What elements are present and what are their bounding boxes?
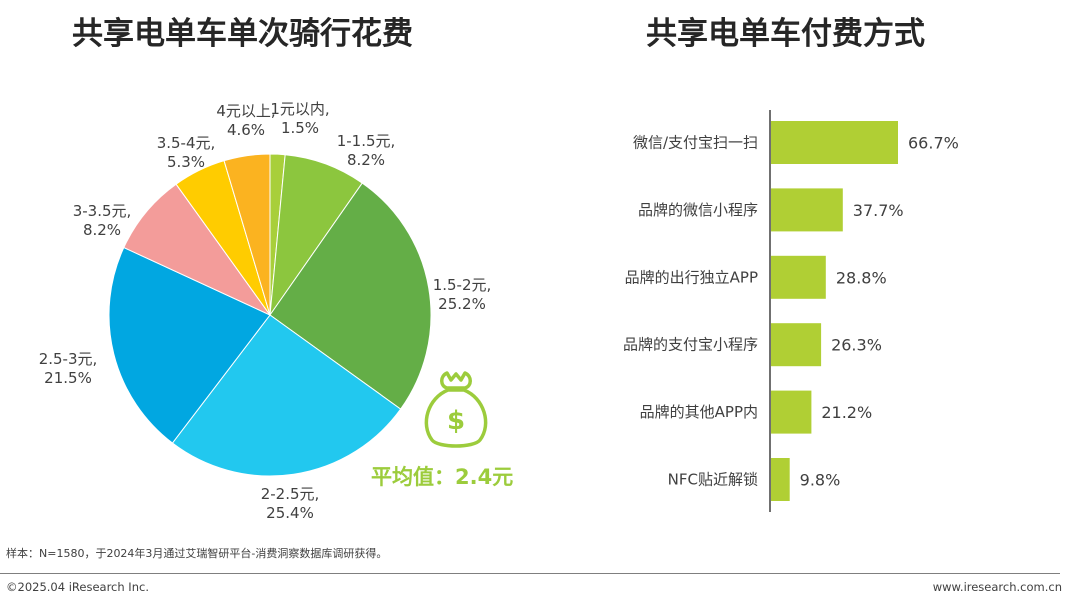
pie-slice-value: 8.2% <box>83 221 121 239</box>
svg-text:$: $ <box>447 406 465 436</box>
bar-category-label: 品牌的支付宝小程序 <box>623 336 758 354</box>
pie-slice-label: 3-3.5元, <box>73 202 132 220</box>
bar-value-label: 21.2% <box>821 403 872 422</box>
pie-slice-value: 25.2% <box>438 295 486 313</box>
pie-slice-label: 1元以内, <box>270 100 329 118</box>
bar-value-label: 66.7% <box>908 134 959 153</box>
pie-slice <box>269 182 432 410</box>
sample-note: 样本：N=1580，于2024年3月通过艾瑞智研平台-消费洞察数据库调研获得。 <box>6 547 388 560</box>
bar-category-label: 品牌的微信小程序 <box>638 201 758 219</box>
bar <box>771 188 843 232</box>
bar-category-label: 微信/支付宝扫一扫 <box>633 134 758 152</box>
copyright-text: ©2025.04 iResearch Inc. <box>6 580 149 594</box>
bar-value-label: 26.3% <box>831 336 882 355</box>
bar-category-label: 品牌的其他APP内 <box>640 403 758 421</box>
bar-chart: 微信/支付宝扫一扫 66.7% 品牌的微信小程序 37.7% 品牌的出行独立APP 28.… <box>623 110 959 512</box>
right-chart-title: 共享电单车付费方式 <box>646 16 925 52</box>
bar <box>771 323 822 367</box>
average-label: 平均值：2.4元 <box>371 465 513 489</box>
bar-value-label: 37.7% <box>853 201 904 220</box>
pie-slice-value: 4.6% <box>227 121 265 139</box>
left-chart-title: 共享电单车单次骑行花费 <box>72 16 413 52</box>
bar <box>771 458 790 501</box>
pie-slice-label: 2.5-3元, <box>39 350 98 368</box>
pie-slice-label: 1.5-2元, <box>433 276 492 294</box>
footer-divider <box>0 573 1060 574</box>
pie-slice-label: 2-2.5元, <box>261 485 320 503</box>
pie-chart <box>108 153 432 477</box>
bar <box>771 390 812 434</box>
bar-value-label: 9.8% <box>800 471 841 490</box>
pie-slice <box>223 153 271 316</box>
pie-slice-label: 1-1.5元, <box>337 132 396 150</box>
pie-slice-value: 8.2% <box>347 151 385 169</box>
pie-slice-value: 25.4% <box>266 504 314 522</box>
pie-slice <box>171 314 402 477</box>
pie-slice-value: 1.5% <box>281 119 319 137</box>
pie-slice-label: 3.5-4元, <box>157 134 216 152</box>
bar-value-label: 28.8% <box>836 268 887 287</box>
bar-category-label: 品牌的出行独立APP <box>625 268 758 286</box>
pie-slice-label: 4元以上, <box>216 102 275 120</box>
bar <box>771 121 898 164</box>
pie-slice-value: 5.3% <box>167 153 205 171</box>
bar-category-label: NFC贴近解锁 <box>668 471 758 489</box>
pie-slice <box>108 246 271 444</box>
website-link[interactable]: www.iresearch.com.cn <box>932 580 1062 594</box>
money-bag-icon: $ <box>424 371 488 448</box>
bar <box>771 255 826 299</box>
pie-slice-value: 21.5% <box>44 369 92 387</box>
pie-labels: 1元以内,1.5%1-1.5元,8.2%1.5-2元,25.2%2-2.5元,2… <box>39 100 492 522</box>
